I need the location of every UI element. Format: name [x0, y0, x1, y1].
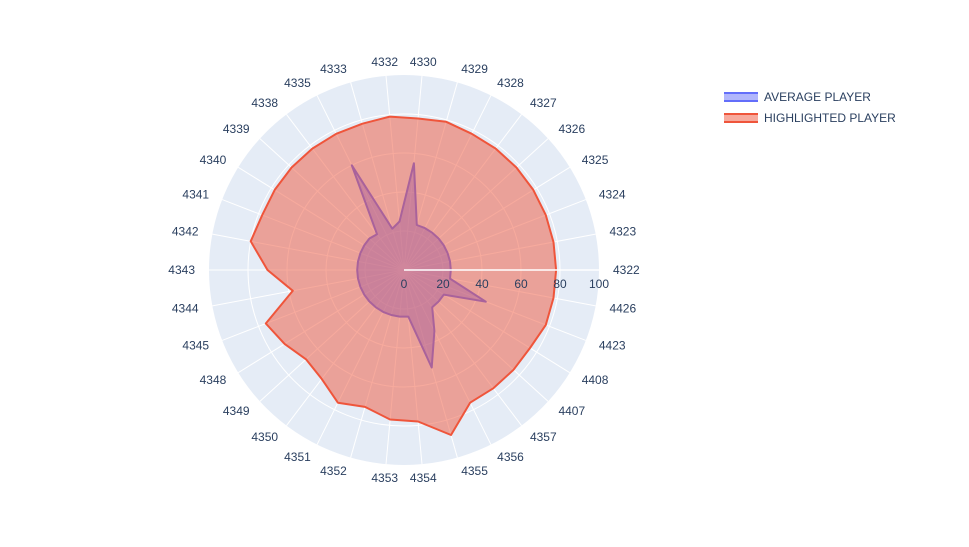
- angular-tick-label: 4324: [599, 188, 626, 202]
- angular-tick-label: 4339: [223, 122, 250, 136]
- angular-tick-label: 4333: [320, 62, 347, 76]
- angular-tick-label: 4343: [168, 263, 195, 277]
- angular-tick-label: 4352: [320, 464, 347, 478]
- angular-tick-label: 4328: [497, 76, 524, 90]
- angular-tick-label: 4351: [284, 450, 311, 464]
- angular-tick-label: 4355: [461, 464, 488, 478]
- angular-tick-label: 4329: [461, 62, 488, 76]
- angular-tick-label: 4348: [200, 373, 227, 387]
- angular-tick-label: 4423: [599, 338, 626, 352]
- angular-tick-label: 4325: [582, 153, 609, 167]
- angular-tick-label: 4407: [558, 404, 585, 418]
- angular-tick-label: 4341: [182, 188, 209, 202]
- radial-tick-label: 0: [401, 277, 408, 291]
- angular-tick-label: 4327: [530, 96, 557, 110]
- angular-tick-label: 4354: [410, 471, 437, 485]
- legend-swatch-highlighted-player: [724, 112, 758, 123]
- angular-tick-label: 4332: [371, 55, 398, 69]
- angular-tick-label: 4335: [284, 76, 311, 90]
- angular-tick-label: 4342: [172, 225, 199, 239]
- legend-item-average-player[interactable]: AVERAGE PLAYER: [724, 86, 896, 107]
- legend: AVERAGE PLAYER HIGHLIGHTED PLAYER: [724, 86, 896, 128]
- radial-tick-label: 40: [475, 277, 489, 291]
- radial-tick-label: 100: [589, 277, 609, 291]
- legend-label-highlighted-player: HIGHLIGHTED PLAYER: [764, 110, 896, 125]
- legend-item-highlighted-player[interactable]: HIGHLIGHTED PLAYER: [724, 107, 896, 128]
- angular-tick-label: 4323: [609, 225, 636, 239]
- legend-label-average-player: AVERAGE PLAYER: [764, 89, 871, 104]
- series-highlighted-player: [249, 115, 558, 436]
- radial-tick-label: 80: [553, 277, 567, 291]
- angular-tick-label: 4350: [251, 430, 278, 444]
- angular-tick-label: 4357: [530, 430, 557, 444]
- radial-tick-label: 20: [436, 277, 450, 291]
- angular-tick-label: 4338: [251, 96, 278, 110]
- angular-tick-label: 4330: [410, 55, 437, 69]
- angular-tick-label: 4340: [200, 153, 227, 167]
- angular-tick-label: 4344: [172, 301, 199, 315]
- radial-tick-label: 60: [514, 277, 528, 291]
- angular-tick-label: 4349: [223, 404, 250, 418]
- legend-swatch-average-player: [724, 91, 758, 102]
- angular-tick-label: 4356: [497, 450, 524, 464]
- angular-tick-label: 4353: [371, 471, 398, 485]
- angular-tick-label: 4408: [582, 373, 609, 387]
- angular-tick-label: 4345: [182, 338, 209, 352]
- angular-tick-label: 4326: [558, 122, 585, 136]
- angular-tick-label: 4426: [609, 301, 636, 315]
- angular-tick-label: 4322: [613, 263, 640, 277]
